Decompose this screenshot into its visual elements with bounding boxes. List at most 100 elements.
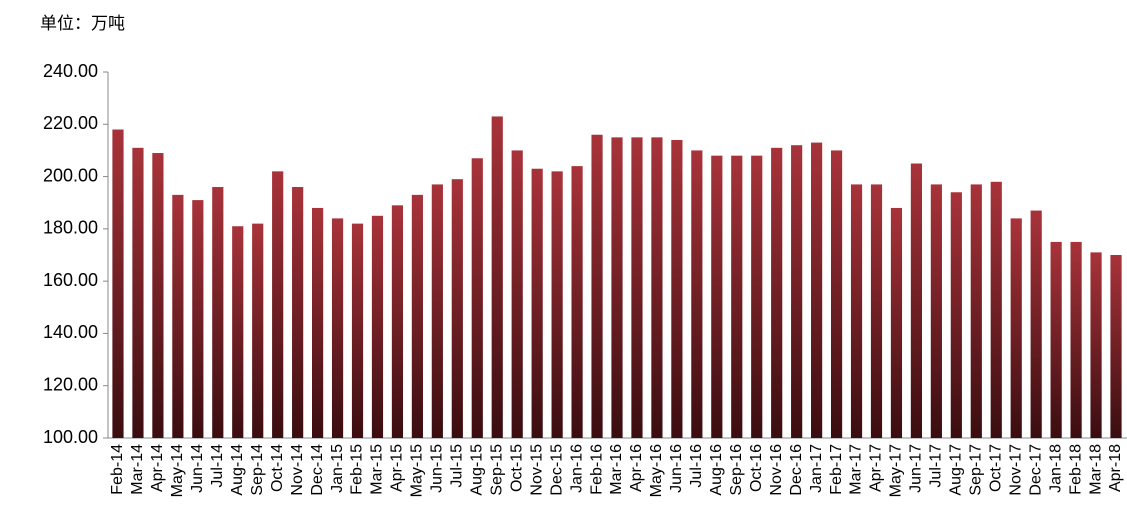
x-tick-label: Nov-15 xyxy=(528,444,545,496)
x-tick-label: Dec-17 xyxy=(1027,444,1044,496)
bar xyxy=(152,153,163,438)
chart: 单位：万吨 100.00 120.00 140.00 160.00 180.00 200.… xyxy=(0,0,1127,529)
bar xyxy=(831,150,842,438)
x-tick-label: Feb-18 xyxy=(1067,444,1084,495)
x-tick-label: Nov-17 xyxy=(1007,444,1024,496)
x-tick-label: Mar-14 xyxy=(129,444,146,495)
x-tick-label: Feb-16 xyxy=(588,444,605,495)
x-tick-label: Jan-16 xyxy=(568,444,585,493)
x-tick-label: Jan-15 xyxy=(329,444,346,493)
bar xyxy=(172,195,183,438)
bar xyxy=(791,145,802,438)
x-tick-label: Jul-15 xyxy=(449,444,466,488)
y-tick-label: 220.00 xyxy=(43,113,98,133)
bar xyxy=(1110,255,1121,438)
bar xyxy=(991,182,1002,438)
x-tick-label: Jan-18 xyxy=(1047,444,1064,493)
x-tick-label: Jan-17 xyxy=(808,444,825,493)
y-tick-label: 200.00 xyxy=(43,165,98,185)
x-tick-label: Apr-15 xyxy=(389,444,406,492)
bar xyxy=(392,205,403,438)
bar xyxy=(731,156,742,438)
y-tick-label: 160.00 xyxy=(43,270,98,290)
x-tick-label: Nov-16 xyxy=(768,444,785,496)
bar xyxy=(332,218,343,438)
x-tick-label: Apr-14 xyxy=(149,444,166,492)
bar xyxy=(651,137,662,438)
bar xyxy=(891,208,902,438)
x-tick-label: Jul-17 xyxy=(928,444,945,488)
x-tick-label: Sep-14 xyxy=(249,444,266,496)
x-tick-label: Jun-16 xyxy=(668,444,685,493)
bar xyxy=(252,224,263,438)
x-tick-label: May-14 xyxy=(169,444,186,497)
x-tick-label: Feb-17 xyxy=(828,444,845,495)
bar xyxy=(212,187,223,438)
bar xyxy=(292,187,303,438)
bar xyxy=(851,184,862,438)
x-tick-label: May-16 xyxy=(648,444,665,497)
bar xyxy=(1071,242,1082,438)
x-tick-label: Nov-14 xyxy=(289,444,306,496)
bar xyxy=(432,184,443,438)
x-tick-label: Feb-15 xyxy=(349,444,366,495)
y-tick-label: 140.00 xyxy=(43,322,98,342)
bar xyxy=(811,143,822,438)
bar xyxy=(1031,211,1042,438)
x-tick-label: Jun-14 xyxy=(189,444,206,493)
x-tick-label: Feb-14 xyxy=(109,444,126,495)
bar xyxy=(552,171,563,438)
x-tick-label: Sep-15 xyxy=(488,444,505,496)
y-tick-label: 240.00 xyxy=(43,61,98,81)
bar xyxy=(871,184,882,438)
bar xyxy=(751,156,762,438)
bar xyxy=(771,148,782,438)
x-tick-label: Oct-16 xyxy=(748,444,765,492)
y-tick-label: 180.00 xyxy=(43,218,98,238)
x-tick-label: Aug-17 xyxy=(948,444,965,496)
bar xyxy=(132,148,143,438)
bar xyxy=(971,184,982,438)
x-tick-label: May-17 xyxy=(888,444,905,497)
bar xyxy=(412,195,423,438)
bar xyxy=(1090,252,1101,438)
bar xyxy=(272,171,283,438)
bar xyxy=(312,208,323,438)
bar xyxy=(711,156,722,438)
bar xyxy=(192,200,203,438)
y-tick-label: 120.00 xyxy=(43,374,98,394)
x-tick-label: May-15 xyxy=(409,444,426,497)
bar xyxy=(372,216,383,438)
x-tick-label: Dec-16 xyxy=(788,444,805,496)
x-tick-label: Jun-17 xyxy=(908,444,925,493)
bar xyxy=(671,140,682,438)
bar xyxy=(472,158,483,438)
x-tick-label: Oct-15 xyxy=(508,444,525,492)
x-tick-label: Aug-16 xyxy=(708,444,725,496)
bar xyxy=(1051,242,1062,438)
x-tick-label: Dec-15 xyxy=(548,444,565,496)
y-tick-label: 100.00 xyxy=(43,427,98,447)
bar xyxy=(611,137,622,438)
x-tick-label: Jul-16 xyxy=(688,444,705,488)
x-tick-label: Oct-14 xyxy=(269,444,286,492)
x-tick-label: Mar-17 xyxy=(848,444,865,495)
bar xyxy=(512,150,523,438)
bar xyxy=(911,164,922,439)
x-tick-label: Mar-15 xyxy=(369,444,386,495)
x-tick-label: Aug-14 xyxy=(229,444,246,496)
x-tick-label: Oct-17 xyxy=(987,444,1004,492)
x-tick-label: Apr-16 xyxy=(628,444,645,492)
bar xyxy=(492,116,503,438)
bar xyxy=(591,135,602,438)
x-tick-label: Apr-17 xyxy=(868,444,885,492)
bar xyxy=(1011,218,1022,438)
bar xyxy=(232,226,243,438)
bar xyxy=(532,169,543,438)
x-tick-label: Sep-16 xyxy=(728,444,745,496)
x-tick-label: Mar-16 xyxy=(608,444,625,495)
x-tick-label: Mar-18 xyxy=(1087,444,1104,495)
bar xyxy=(631,137,642,438)
x-tick-label: Jul-14 xyxy=(209,444,226,488)
unit-label: 单位：万吨 xyxy=(40,14,125,34)
